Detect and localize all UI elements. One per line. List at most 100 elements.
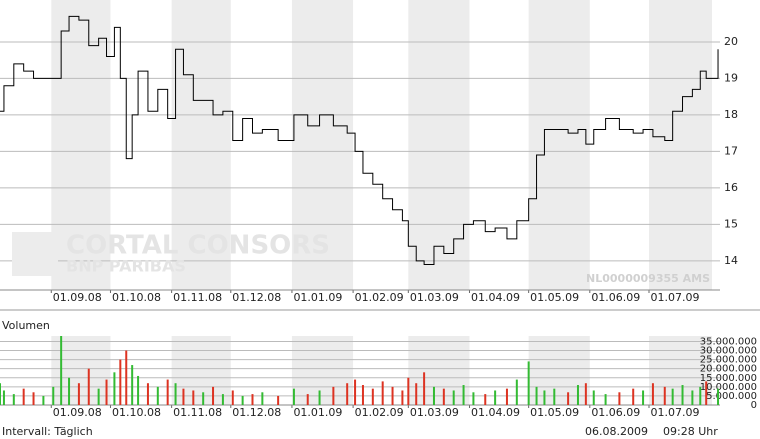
- volume-bar: [705, 381, 708, 405]
- x-tick-label: 01.03.09: [410, 406, 459, 419]
- x-tick-label: 01.05.09: [530, 291, 579, 304]
- y-tick-label: 18: [724, 108, 738, 121]
- volume-bar: [125, 350, 128, 405]
- volume-bar: [415, 383, 418, 405]
- volume-bar: [632, 388, 635, 405]
- y-tick-label: 25.000.000: [700, 355, 757, 366]
- x-tick-label: 01.10.08: [112, 406, 161, 419]
- volume-bar: [306, 394, 309, 405]
- volume-bar: [212, 386, 215, 405]
- volume-bar: [332, 386, 335, 405]
- y-tick-label: 20: [724, 35, 738, 48]
- volume-bar: [251, 394, 254, 405]
- volume-bar: [146, 383, 149, 405]
- x-tick-label: 01.06.09: [591, 406, 640, 419]
- panel-title: Volumen: [2, 319, 50, 332]
- volume-bar: [292, 388, 295, 405]
- x-tick-label: 01.09.08: [53, 291, 102, 304]
- volume-bar: [0, 383, 1, 405]
- volume-bar: [221, 394, 224, 405]
- volume-bar: [137, 375, 140, 405]
- volume-bar: [494, 390, 497, 405]
- volume-bar: [642, 390, 645, 405]
- volume-bar: [462, 385, 465, 405]
- volume-bar: [553, 388, 556, 405]
- x-tick-label: 01.06.09: [591, 291, 640, 304]
- volume-bar: [423, 372, 426, 405]
- volume-bar: [52, 386, 55, 405]
- month-band: [291, 336, 354, 405]
- footer-interval: Intervall: Täglich: [2, 425, 93, 438]
- x-tick-label: 01.11.08: [173, 406, 222, 419]
- volume-bar: [68, 377, 71, 405]
- x-tick-label: 01.03.09: [410, 291, 459, 304]
- volume-bar: [113, 372, 116, 405]
- x-tick-label: 01.01.09: [293, 406, 342, 419]
- volume-bar: [432, 386, 435, 405]
- y-tick-label: 5.000.000: [706, 391, 757, 402]
- y-tick-label: 14: [724, 254, 738, 267]
- volume-bar: [2, 390, 5, 405]
- volume-bar: [166, 379, 169, 405]
- volume-bar: [484, 394, 487, 405]
- x-tick-label: 01.12.08: [232, 291, 281, 304]
- volume-bar: [97, 388, 100, 405]
- volume-bar: [12, 394, 15, 405]
- x-tick-label: 01.11.08: [173, 291, 222, 304]
- volume-bar: [202, 392, 205, 405]
- volume-bar: [318, 390, 321, 405]
- y-tick-label: 20.000.000: [700, 364, 757, 375]
- x-tick-label: 01.09.08: [53, 406, 102, 419]
- isin-label: NL0000009355 AMS: [586, 272, 710, 285]
- volume-bar: [391, 386, 394, 405]
- volume-bar: [584, 383, 587, 405]
- volume-bar: [131, 365, 134, 405]
- x-tick-label: 01.10.08: [112, 291, 161, 304]
- volume-bar: [699, 386, 702, 405]
- volume-bar: [527, 361, 530, 405]
- month-band: [528, 0, 590, 290]
- volume-bar: [401, 390, 404, 405]
- x-tick-label: 01.05.09: [530, 406, 579, 419]
- month-band: [528, 336, 590, 405]
- volume-bar: [592, 390, 595, 405]
- volume-bar: [472, 392, 475, 405]
- footer-date: 06.08.2009: [585, 425, 648, 438]
- volume-bar: [231, 390, 234, 405]
- month-band: [648, 336, 712, 405]
- volume-bar: [567, 392, 570, 405]
- volume-bar: [381, 381, 384, 405]
- volume-bar: [346, 383, 349, 405]
- footer-time: 09:28 Uhr: [663, 425, 718, 438]
- y-tick-label: 15.000.000: [700, 373, 757, 384]
- volume-bar: [371, 388, 374, 405]
- volume-bar: [182, 388, 185, 405]
- volume-bar: [77, 383, 80, 405]
- volume-bar: [651, 383, 654, 405]
- x-tick-label: 01.12.08: [232, 406, 281, 419]
- x-tick-label: 01.02.09: [355, 406, 404, 419]
- y-tick-label: 15: [724, 217, 738, 230]
- volume-bar: [261, 392, 264, 405]
- volume-bar: [515, 379, 518, 405]
- volume-bar: [663, 386, 666, 405]
- volume-bar: [576, 385, 579, 405]
- volume-bar: [241, 395, 244, 405]
- volume-bar: [618, 392, 621, 405]
- x-tick-label: 01.04.09: [471, 291, 520, 304]
- volume-bar: [156, 386, 159, 405]
- volume-bar: [691, 390, 694, 405]
- month-band: [171, 0, 231, 290]
- volume-bar: [22, 388, 25, 405]
- watermark-group: BNP PARIBAS: [66, 257, 186, 276]
- volume-bar: [174, 383, 177, 405]
- x-tick-label: 01.01.09: [293, 291, 342, 304]
- month-band: [291, 0, 354, 290]
- volume-bar: [354, 379, 357, 405]
- y-tick-label: 17: [724, 144, 738, 157]
- volume-bar: [604, 394, 607, 405]
- month-band: [408, 336, 470, 405]
- y-tick-label: 16: [724, 181, 738, 194]
- volume-bar: [42, 395, 45, 405]
